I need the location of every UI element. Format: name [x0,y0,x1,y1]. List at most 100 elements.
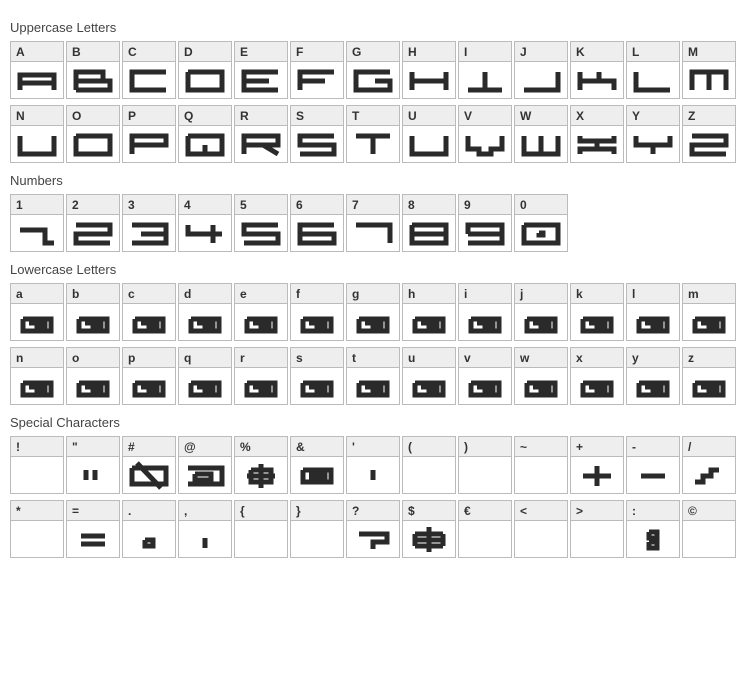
glyph-icon [67,457,119,493]
glyph-label: ' [347,437,399,457]
glyph-cell: x [570,347,624,405]
glyph-label: R [235,106,287,126]
glyph-icon [683,304,735,340]
glyph-cell: 6 [290,194,344,252]
glyph-label: F [291,42,343,62]
glyph-row: ABCDEFGHIJKLM [10,41,738,99]
glyph-label: J [515,42,567,62]
glyph-icon [347,126,399,162]
glyph-icon [123,126,175,162]
glyph-icon [403,215,455,251]
glyph-cell: Z [682,105,736,163]
glyph-label: C [123,42,175,62]
glyph-label: k [571,284,623,304]
glyph-icon [627,304,679,340]
glyph-icon [571,457,623,493]
glyph-icon [123,457,175,493]
glyph-cell: j [514,283,568,341]
glyph-cell: F [290,41,344,99]
glyph-cell: - [626,436,680,494]
glyph-cell: @ [178,436,232,494]
glyph-cell: E [234,41,288,99]
glyph-label: © [683,501,735,521]
glyph-icon [235,457,287,493]
glyph-label: H [403,42,455,62]
glyph-cell: k [570,283,624,341]
glyph-cell: Q [178,105,232,163]
glyph-label: p [123,348,175,368]
glyph-cell: X [570,105,624,163]
glyph-label: > [571,501,623,521]
glyph-icon [123,304,175,340]
glyph-label: M [683,42,735,62]
glyph-icon [291,521,343,557]
glyph-icon [515,521,567,557]
glyph-label: E [235,42,287,62]
glyph-icon [571,521,623,557]
glyph-cell: L [626,41,680,99]
glyph-icon [515,457,567,493]
glyph-icon [459,215,511,251]
glyph-label: x [571,348,623,368]
glyph-cell: © [682,500,736,558]
glyph-label: ? [347,501,399,521]
glyph-label: : [627,501,679,521]
glyph-label: D [179,42,231,62]
glyph-icon [235,126,287,162]
glyph-cell: % [234,436,288,494]
glyph-label: X [571,106,623,126]
glyph-label: Q [179,106,231,126]
glyph-label: } [291,501,343,521]
glyph-cell: * [10,500,64,558]
glyph-icon [235,62,287,98]
glyph-label: 4 [179,195,231,215]
glyph-icon [11,215,63,251]
glyph-icon [627,521,679,557]
glyph-cell: P [122,105,176,163]
glyph-icon [179,215,231,251]
glyph-icon [347,457,399,493]
glyph-cell: . [122,500,176,558]
glyph-icon [235,521,287,557]
glyph-cell: ~ [514,436,568,494]
glyph-label: 7 [347,195,399,215]
section-title: Numbers [10,173,738,188]
glyph-row: NOPQRSTUVWXYZ [10,105,738,163]
glyph-label: U [403,106,455,126]
glyph-cell: € [458,500,512,558]
glyph-cell: M [682,41,736,99]
glyph-icon [515,215,567,251]
glyph-label: # [123,437,175,457]
glyph-icon [459,126,511,162]
glyph-icon [403,304,455,340]
glyph-cell: z [682,347,736,405]
glyph-cell: O [66,105,120,163]
glyph-cell: g [346,283,400,341]
glyph-label: q [179,348,231,368]
glyph-label: L [627,42,679,62]
glyph-cell: y [626,347,680,405]
glyph-icon [11,304,63,340]
glyph-label: B [67,42,119,62]
glyph-label: W [515,106,567,126]
glyph-label: v [459,348,511,368]
glyph-cell: q [178,347,232,405]
glyph-cell: s [290,347,344,405]
glyph-icon [235,368,287,404]
glyph-label: " [67,437,119,457]
glyph-label: { [235,501,287,521]
glyph-icon [179,126,231,162]
glyph-icon [459,521,511,557]
glyph-label: ) [459,437,511,457]
glyph-icon [571,62,623,98]
glyph-label: u [403,348,455,368]
glyph-cell: W [514,105,568,163]
glyph-cell: 2 [66,194,120,252]
glyph-cell: h [402,283,456,341]
glyph-icon [11,62,63,98]
glyph-label: . [123,501,175,521]
glyph-icon [11,457,63,493]
glyph-icon [67,368,119,404]
glyph-icon [459,62,511,98]
glyph-label: t [347,348,399,368]
